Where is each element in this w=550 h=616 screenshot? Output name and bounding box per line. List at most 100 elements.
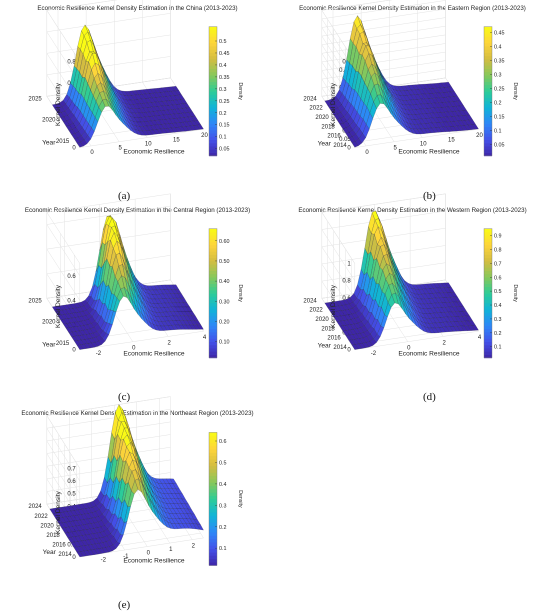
colorbar-label: Density xyxy=(237,83,243,101)
colorbar xyxy=(208,26,218,157)
x-tick-label: 20 xyxy=(476,133,483,139)
x-tick-label: 5 xyxy=(393,146,397,152)
x-tick-label: -2 xyxy=(101,557,107,563)
colorbar-tick-label: 0.1 xyxy=(219,135,227,141)
density-surface xyxy=(49,404,204,558)
density-surface xyxy=(52,215,204,350)
colorbar-label: Density xyxy=(237,490,243,508)
colorbar-tick-label: 0.05 xyxy=(494,143,505,149)
density-surface xyxy=(324,15,479,148)
colorbar-tick-label: 0.1 xyxy=(219,546,227,552)
colorbar-tick-label: 0.35 xyxy=(494,58,505,64)
colorbar-tick-label: 0.5 xyxy=(494,289,502,295)
y-tick-label: 2024 xyxy=(303,298,317,304)
z-tick-label: 0.8 xyxy=(342,279,351,285)
y-tick-label: 2022 xyxy=(309,308,323,314)
x-tick-label: 10 xyxy=(145,142,152,148)
colorbar-tick-label: 0.5 xyxy=(219,460,227,466)
y-tick-label: 2016 xyxy=(52,543,66,549)
colorbar-tick-label: 0.25 xyxy=(494,86,505,92)
x-tick-label: -1 xyxy=(123,554,129,560)
x-tick-label: -2 xyxy=(96,351,102,357)
y-tick-label: 2014 xyxy=(58,552,72,558)
panel-label-e: (e) xyxy=(118,599,131,611)
x-tick-label: 1 xyxy=(169,547,173,553)
z-tick-label: 0.5 xyxy=(67,492,76,498)
z-tick-label: 0.6 xyxy=(67,274,76,280)
z-axis-label: Kernel Density xyxy=(330,284,337,328)
colorbar-tick-label: 0.7 xyxy=(494,261,502,267)
x-tick-label: 4 xyxy=(478,335,482,341)
x-axis-label: Economic Resilience xyxy=(398,149,460,156)
x-tick-label: 0 xyxy=(90,150,94,156)
chart-title: Economic Resilience Kernel Density Estim… xyxy=(298,207,526,214)
y-axis-label: Year xyxy=(318,140,332,147)
chart-title: Economic Resilience Kernel Density Estim… xyxy=(21,410,253,417)
z-tick-label: 0 xyxy=(347,348,351,354)
x-tick-label: 2 xyxy=(442,340,446,346)
density-surface xyxy=(52,24,204,148)
y-tick-label: 2022 xyxy=(309,106,323,112)
colorbar-tick-label: 0.9 xyxy=(494,234,502,240)
panel-label-d: (d) xyxy=(423,391,436,403)
y-tick-label: 2020 xyxy=(40,523,54,529)
z-axis-label: Kernel Density xyxy=(330,82,337,126)
z-axis-label: Kernel Density xyxy=(55,490,62,534)
panel-label-c: (c) xyxy=(118,391,131,403)
colorbar-tick-label: 0.4 xyxy=(494,44,502,50)
z-tick-label: 0.6 xyxy=(67,479,76,485)
y-tick-label: 2020 xyxy=(315,317,329,323)
z-tick-label: 0.1 xyxy=(67,542,76,548)
panel-e: Economic Resilience Kernel Density Estim… xyxy=(0,396,275,616)
x-axis-label: Economic Resilience xyxy=(123,149,185,156)
y-tick-label: 2015 xyxy=(56,341,70,347)
z-tick-label: 0.7 xyxy=(67,466,76,472)
z-axis-label: Kernel Density xyxy=(55,284,62,328)
y-tick-label: 2022 xyxy=(34,514,48,520)
y-tick-label: 2024 xyxy=(28,504,42,510)
y-tick-label: 2018 xyxy=(321,124,335,130)
x-axis-label: Economic Resilience xyxy=(123,558,185,565)
x-tick-label: 2 xyxy=(192,544,196,550)
colorbar-tick-label: 0.3 xyxy=(219,503,227,509)
colorbar-tick-label: 0.15 xyxy=(494,114,505,120)
chart-title: Economic Resilience Kernel Density Estim… xyxy=(25,207,250,214)
panel-a: Economic Resilience Kernel Density Estim… xyxy=(0,0,275,205)
colorbar-tick-label: 0.60 xyxy=(219,239,230,245)
x-tick-label: 2 xyxy=(167,340,171,346)
x-tick-label: -2 xyxy=(371,351,377,357)
y-tick-label: 2016 xyxy=(327,336,341,342)
z-tick-label: 0 xyxy=(72,555,76,561)
panel-d: Economic Resilience Kernel Density Estim… xyxy=(275,193,550,407)
colorbar xyxy=(483,26,493,157)
y-tick-label: 2018 xyxy=(46,533,60,539)
colorbar-tick-label: 0.2 xyxy=(219,111,227,117)
x-tick-label: 0 xyxy=(407,346,411,352)
y-axis-label: Year xyxy=(43,549,57,556)
panel-label-a: (a) xyxy=(118,190,131,202)
panel-label-b: (b) xyxy=(423,190,436,202)
y-tick-label: 2020 xyxy=(315,115,329,121)
surface-chart: Economic Resilience Kernel Density Estim… xyxy=(25,193,250,359)
x-tick-label: 20 xyxy=(201,133,208,139)
colorbar-tick-label: 0.4 xyxy=(219,63,227,69)
x-axis-label: Economic Resilience xyxy=(398,351,460,358)
x-tick-label: 4 xyxy=(203,335,207,341)
y-tick-label: 2025 xyxy=(28,298,42,304)
y-tick-label: 2025 xyxy=(28,96,42,102)
colorbar-tick-label: 0.4 xyxy=(219,482,227,488)
y-tick-label: 2014 xyxy=(333,345,347,351)
colorbar-tick-label: 0.50 xyxy=(219,259,230,265)
colorbar-tick-label: 0.1 xyxy=(494,345,502,351)
z-tick-label: 1 xyxy=(347,262,351,268)
colorbar-tick-label: 0.20 xyxy=(219,319,230,325)
x-tick-label: 0 xyxy=(365,150,369,156)
y-axis-label: Year xyxy=(318,342,332,349)
colorbar-tick-label: 0.6 xyxy=(219,439,227,445)
surface-chart: Economic Resilience Kernel Density Estim… xyxy=(28,0,243,157)
colorbar-tick-label: 0.6 xyxy=(494,275,502,281)
colorbar-tick-label: 0.45 xyxy=(494,30,505,36)
x-tick-label: 15 xyxy=(173,137,180,143)
colorbar-tick-label: 0.25 xyxy=(219,99,230,105)
y-tick-label: 2024 xyxy=(303,96,317,102)
